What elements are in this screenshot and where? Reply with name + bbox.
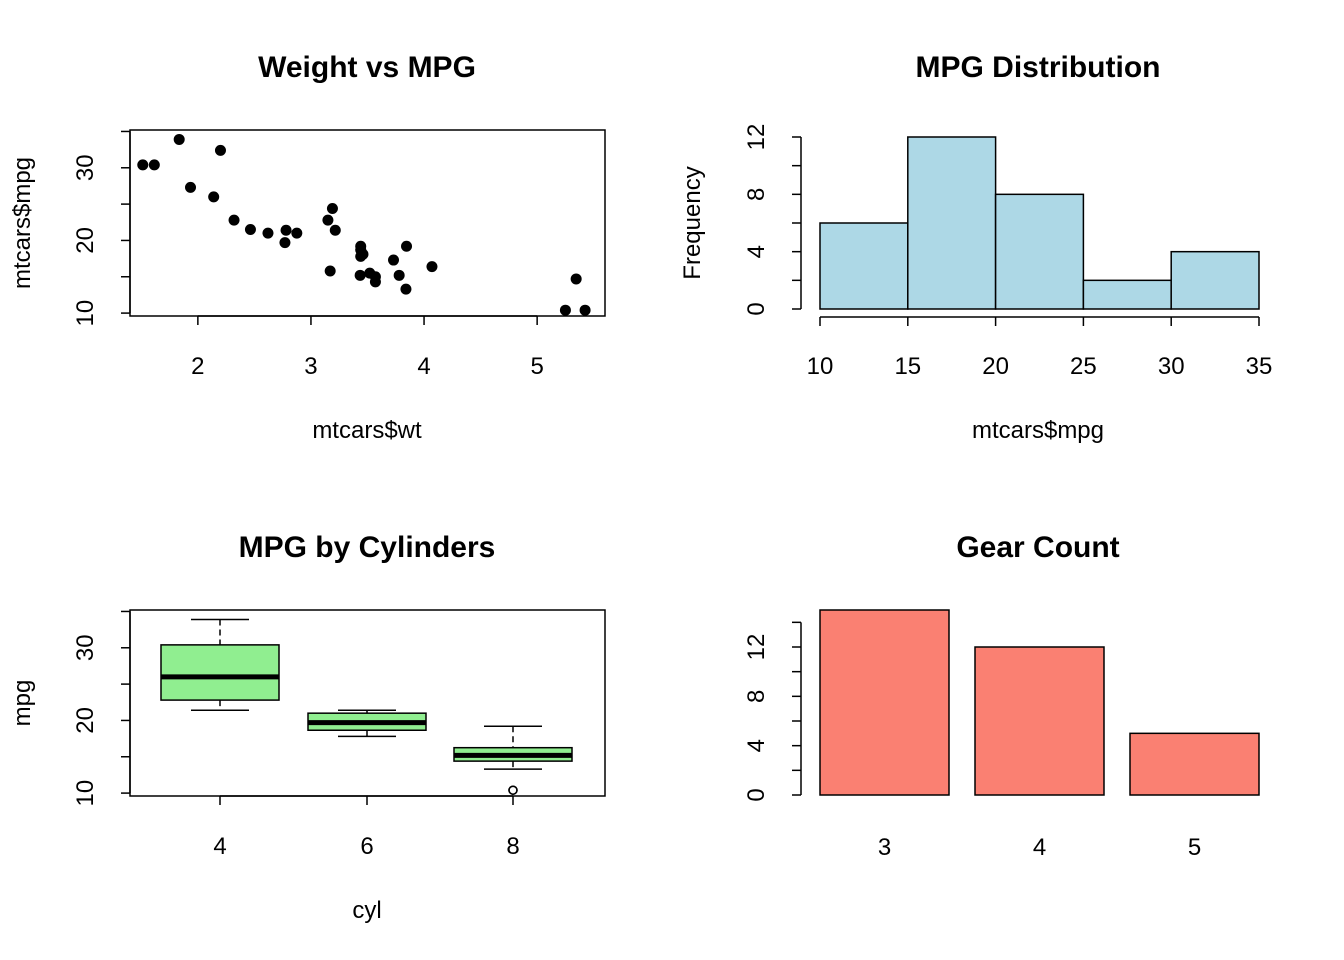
scatter-point <box>148 159 160 171</box>
scatter-point <box>244 224 256 236</box>
gear-bar <box>1129 732 1260 796</box>
scatter-point <box>326 202 338 214</box>
histogram-bar <box>1170 250 1260 310</box>
scatter-point <box>400 283 412 295</box>
histogram-x-tick-label: 20 <box>982 353 1009 380</box>
histogram-x-tick-label: 35 <box>1246 353 1273 380</box>
scatter-y-tick-label: 10 <box>72 300 99 327</box>
panel-mpg-by-cylinders: MPG by Cylinders cyl mpg 4 6 8 10 20 30 <box>9 531 606 924</box>
scatter-point <box>280 224 292 236</box>
scatter-point <box>291 227 303 239</box>
scatter-point <box>228 214 240 226</box>
scatter-point <box>559 304 571 316</box>
scatter-point <box>329 224 341 236</box>
boxplot-x-tick-label: 8 <box>506 833 519 860</box>
boxplot-y-tick-label: 30 <box>72 634 99 661</box>
barplot-y-tick-label: 0 <box>743 788 770 801</box>
histogram-bar <box>994 193 1085 310</box>
barplot-y-tick-label: 4 <box>743 739 770 752</box>
gear-bar-category-label: 4 <box>1033 834 1046 861</box>
histogram-bar <box>907 136 997 310</box>
scatter-point <box>322 214 334 226</box>
scatter-title: Weight vs MPG <box>258 51 476 84</box>
gear-bar <box>974 646 1105 796</box>
scatter-point <box>214 144 226 156</box>
scatter-point <box>570 273 582 285</box>
scatter-point <box>185 181 197 193</box>
scatter-x-tick-label: 5 <box>530 353 543 380</box>
scatter-point <box>393 269 405 281</box>
histogram-y-tick-label: 0 <box>743 302 770 315</box>
scatter-plot-frame <box>129 129 606 317</box>
scatter-point <box>262 227 274 239</box>
histogram-bar <box>819 222 909 310</box>
scatter-point <box>426 261 438 273</box>
scatter-point <box>369 271 381 283</box>
boxplot-y-tick-label: 10 <box>72 780 99 807</box>
scatter-point <box>355 250 367 262</box>
panel-mpg-distribution: MPG Distribution mtcars$mpg Frequency 10… <box>679 51 1272 444</box>
scatter-point <box>355 240 367 252</box>
gear-bar-category-label: 3 <box>878 834 891 861</box>
histogram-x-tick-label: 25 <box>1070 353 1097 380</box>
scatter-x-tick-label: 3 <box>304 353 317 380</box>
scatter-point <box>354 269 366 281</box>
boxplot-x-tick-label: 4 <box>213 833 226 860</box>
histogram-y-tick-label: 4 <box>743 245 770 258</box>
boxplot-x-label: cyl <box>352 897 381 924</box>
gear-bar <box>819 609 950 796</box>
scatter-point <box>137 159 149 171</box>
boxplot-y-tick-label: 20 <box>72 707 99 734</box>
barplot-y-tick-label: 8 <box>743 690 770 703</box>
scatter-point <box>388 254 400 266</box>
gear-bar-category-label: 5 <box>1188 834 1201 861</box>
barplot-y-tick-label: 12 <box>743 634 770 661</box>
histogram-bar <box>1082 279 1172 310</box>
boxplot-y-label: mpg <box>9 680 36 727</box>
scatter-point <box>173 133 185 145</box>
scatter-x-label: mtcars$wt <box>312 417 422 444</box>
scatter-point <box>208 191 220 203</box>
histogram-x-tick-label: 15 <box>894 353 921 380</box>
scatter-x-tick-label: 2 <box>191 353 204 380</box>
scatter-y-tick-label: 20 <box>72 227 99 254</box>
scatter-point <box>579 304 591 316</box>
scatter-x-tick-label: 4 <box>417 353 430 380</box>
boxplot-box <box>160 644 280 701</box>
panel-gear-count: Gear Count 3 4 5 0 4 8 12 <box>743 531 1260 861</box>
histogram-y-label: Frequency <box>679 166 706 279</box>
histogram-y-tick-label: 8 <box>743 188 770 201</box>
boxplot-plot-frame <box>129 609 606 797</box>
boxplot-x-tick-label: 6 <box>360 833 373 860</box>
histogram-x-label: mtcars$mpg <box>972 417 1104 444</box>
histogram-x-tick-label: 10 <box>807 353 834 380</box>
scatter-point <box>324 265 336 277</box>
boxplot-title: MPG by Cylinders <box>239 531 496 564</box>
scatter-point <box>279 237 291 249</box>
barplot-title: Gear Count <box>956 531 1119 564</box>
scatter-point <box>401 240 413 252</box>
panel-weight-vs-mpg: Weight vs MPG mtcars$wt mtcars$mpg 2 3 4 5 1… <box>9 51 606 444</box>
histogram-x-tick-label: 30 <box>1158 353 1185 380</box>
scatter-y-tick-label: 30 <box>72 154 99 181</box>
scatter-y-label: mtcars$mpg <box>9 157 36 289</box>
histogram-y-tick-label: 12 <box>743 124 770 151</box>
boxplot-outlier <box>508 785 518 795</box>
histogram-title: MPG Distribution <box>916 51 1161 84</box>
